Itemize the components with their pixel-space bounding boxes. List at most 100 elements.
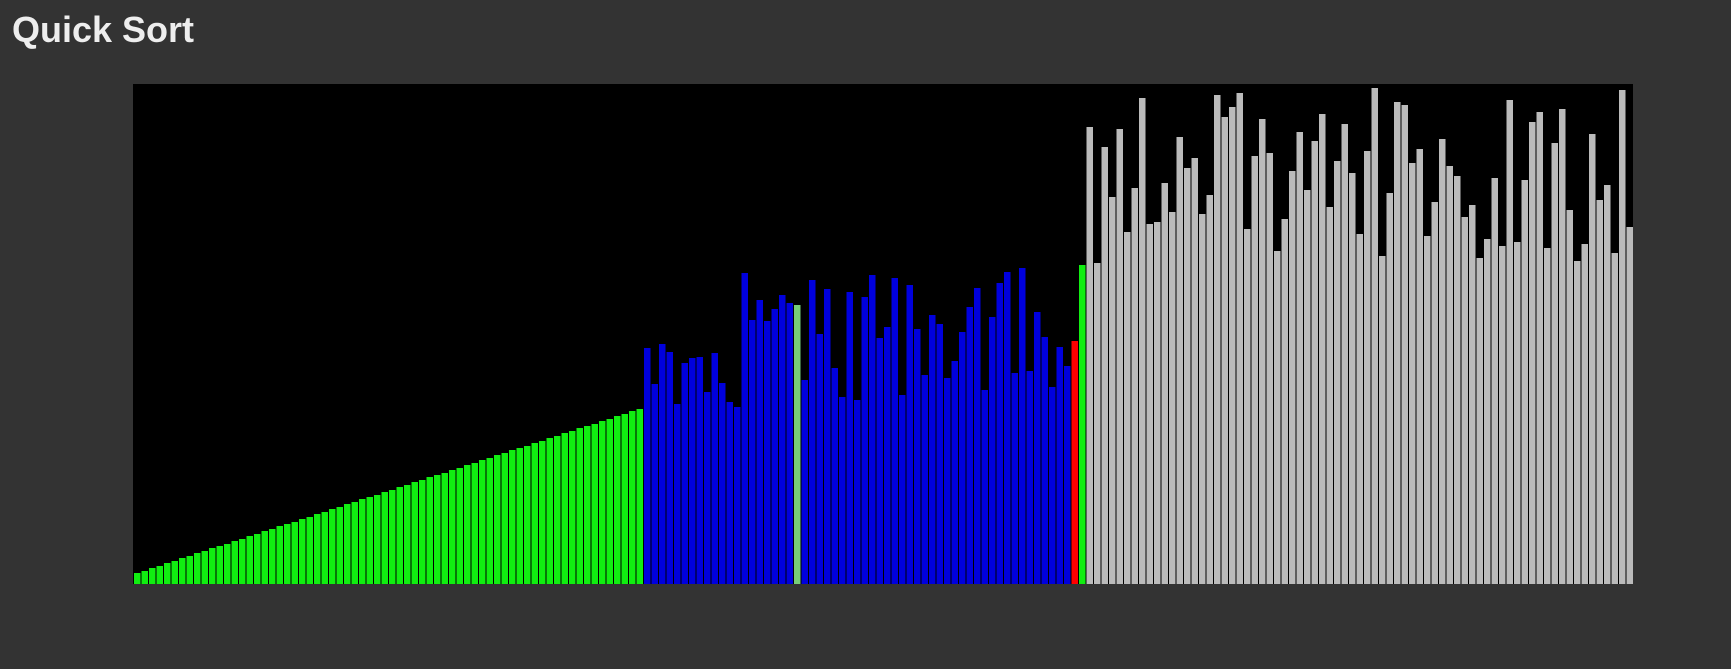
bar-unsorted [1109,197,1116,584]
bar-unsorted [1244,229,1251,584]
bar-partition [734,407,741,584]
bar-sorted [254,534,261,584]
bar-sorted [231,541,238,584]
bar-partition [1019,268,1026,584]
bar-sorted [381,492,388,584]
bar-sorted [194,553,201,584]
bar-sorted [209,548,216,584]
bar-partition [644,348,651,584]
bar-partition [831,368,838,584]
bar-sorted [261,531,268,584]
bar-partition [869,275,876,584]
bar-partition [666,352,673,584]
bar-partition [749,320,756,584]
bar-sorted [441,473,448,584]
bar-partition [779,295,786,584]
bar-unsorted [1236,93,1243,584]
bar-partition [1004,272,1011,584]
bar-partition [839,397,846,584]
bar-sorted [449,470,456,584]
bar-unsorted [1326,207,1333,584]
bar-unsorted [1311,141,1318,584]
bar-unsorted [1304,190,1311,584]
bar-partition [944,378,951,584]
bar-unsorted [1416,149,1423,584]
bar-unsorted [1506,100,1513,584]
bar-sorted [141,571,148,584]
bar-sorted [291,522,298,584]
bar-sorted [434,475,441,584]
bar-unsorted [1566,210,1573,584]
bar-unsorted [1536,112,1543,584]
bar-sorted [479,460,486,584]
bar-unsorted [1214,95,1221,584]
bar-unsorted [1626,227,1633,584]
bar-sorted [404,485,411,584]
bar-unsorted [1469,205,1476,584]
bar-unsorted [1574,261,1581,584]
bar-sorted [216,546,223,584]
bar-unsorted [1461,217,1468,584]
bar-partition [659,344,666,584]
bar-unsorted [1529,122,1536,584]
bar-partition [891,278,898,584]
bar-partition [906,285,913,584]
bar-unsorted [1424,236,1431,584]
bar-sorted [359,499,366,584]
bar-sorted [471,463,478,584]
bar-partition [764,321,771,584]
bar-partition [989,317,996,584]
bar-sorted [621,414,628,584]
bar-unsorted [1199,214,1206,584]
bar-sorted [501,453,508,584]
bar-partition [681,363,688,584]
bar-unsorted [1259,119,1266,584]
bar-partition [1064,366,1071,584]
bar-sorted [239,539,246,584]
bar-unsorted [1094,263,1101,584]
bar-sorted [336,507,343,584]
bar-sorted [171,561,178,584]
bar-unsorted [1356,234,1363,584]
bar-partition [801,380,808,584]
bar-placed [1079,265,1086,584]
bar-unsorted [1409,163,1416,584]
bar-sorted [464,465,471,584]
bar-sorted [516,448,523,584]
bar-unsorted [1604,185,1611,584]
bar-unsorted [1116,129,1123,584]
bar-sorted [269,529,276,584]
bar-sorted [546,438,553,584]
bar-unsorted [1379,256,1386,584]
bar-sorted [299,519,306,584]
bar-unsorted [1521,180,1528,584]
bar-partition [809,280,816,584]
bar-sorted [426,477,433,584]
bar-partition [689,358,696,584]
bar-unsorted [1484,239,1491,584]
bar-partition [876,338,883,584]
bar-partition [1026,371,1033,584]
bar-sorted [531,443,538,584]
bar-unsorted [1139,98,1146,584]
bar-sorted [614,416,621,584]
bar-sorted [366,497,373,584]
bar-partition [1041,337,1048,584]
bar-unsorted [1086,127,1093,584]
bar-partition [846,292,853,584]
bar-unsorted [1394,102,1401,584]
bar-unsorted [1229,107,1236,584]
bar-sorted [486,458,493,584]
bar-sorted [329,509,336,584]
bar-sorted [224,544,231,584]
bar-unsorted [1581,244,1588,584]
bar-partition [996,283,1003,584]
bar-partition [974,288,981,584]
bar-unsorted [1446,166,1453,584]
bar-partition [929,315,936,584]
bar-partition [726,402,733,584]
bar-partition [696,357,703,584]
bar-unsorted [1251,156,1258,584]
bar-sorted [636,409,643,584]
bar-sorted [411,482,418,584]
